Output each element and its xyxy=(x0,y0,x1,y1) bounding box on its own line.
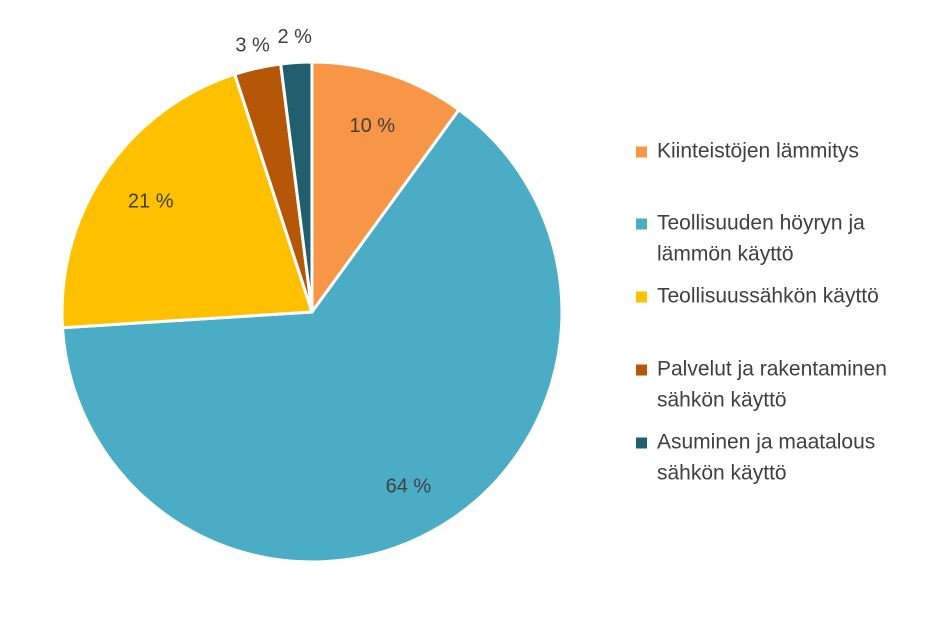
legend: Kiinteistöjen lämmitys Teollisuuden höyry… xyxy=(636,140,887,485)
legend-label-palvelut-ja-rakentaminen-sahkon-kaytto: Palvelut ja rakentaminen sähkön käyttö xyxy=(657,358,887,412)
legend-item-kiinteistojen-lammitys: Kiinteistöjen lämmitys xyxy=(636,140,859,163)
data-label-asuminen-ja-maatalous-sahkon-kaytto: 2 % xyxy=(277,26,312,48)
legend-item-asuminen-ja-maatalous-sahkon-kaytto: Asuminen ja maatalous sähkön käyttö xyxy=(636,431,875,485)
data-label-kiinteistojen-lammitys: 10 % xyxy=(350,115,396,137)
legend-item-teollisuuden-hoyryn-ja-lammon-kaytto: Teollisuuden höyryn ja lämmön käyttö xyxy=(636,212,865,266)
legend-marker-asuminen-ja-maatalous-sahkon-kaytto xyxy=(636,437,647,449)
pie-slice-kiinteistojen-lammitys xyxy=(310,60,461,314)
data-label-teollisuussahkon-kaytto: 21 % xyxy=(128,191,174,213)
data-label-teollisuuden-hoyryn-ja-lammon-kaytto: 64 % xyxy=(386,476,432,498)
data-label-palvelut-ja-rakentaminen-sahkon-kaytto: 3 % xyxy=(235,34,270,56)
legend-label-kiinteistojen-lammitys: Kiinteistöjen lämmitys xyxy=(657,140,859,163)
legend-marker-palvelut-ja-rakentaminen-sahkon-kaytto xyxy=(636,364,647,376)
legend-marker-teollisuussahkon-kaytto xyxy=(636,291,647,303)
legend-label-teollisuussahkon-kaytto: Teollisuussähkön käyttö xyxy=(657,285,879,308)
legend-marker-teollisuuden-hoyryn-ja-lammon-kaytto xyxy=(636,218,647,230)
legend-item-teollisuussahkon-kaytto: Teollisuussähkön käyttö xyxy=(636,285,879,308)
pie-slice-teollisuussahkon-kaytto xyxy=(60,72,314,330)
pie-data-labels: 10 % 64 % 21 % 3 % 2 % xyxy=(128,26,432,498)
legend-marker-kiinteistojen-lammitys xyxy=(636,146,647,158)
legend-item-palvelut-ja-rakentaminen-sahkon-kaytto: Palvelut ja rakentaminen sähkön käyttö xyxy=(636,358,887,412)
pie-slice-asuminen-ja-maatalous-sahkon-kaytto xyxy=(279,60,314,314)
pie-slices xyxy=(60,60,564,564)
legend-label-teollisuuden-hoyryn-ja-lammon-kaytto: Teollisuuden höyryn ja lämmön käyttö xyxy=(657,212,865,266)
pie-slice-teollisuuden-hoyryn-ja-lammon-kaytto xyxy=(60,108,564,564)
legend-label-asuminen-ja-maatalous-sahkon-kaytto: Asuminen ja maatalous sähkön käyttö xyxy=(657,431,875,485)
